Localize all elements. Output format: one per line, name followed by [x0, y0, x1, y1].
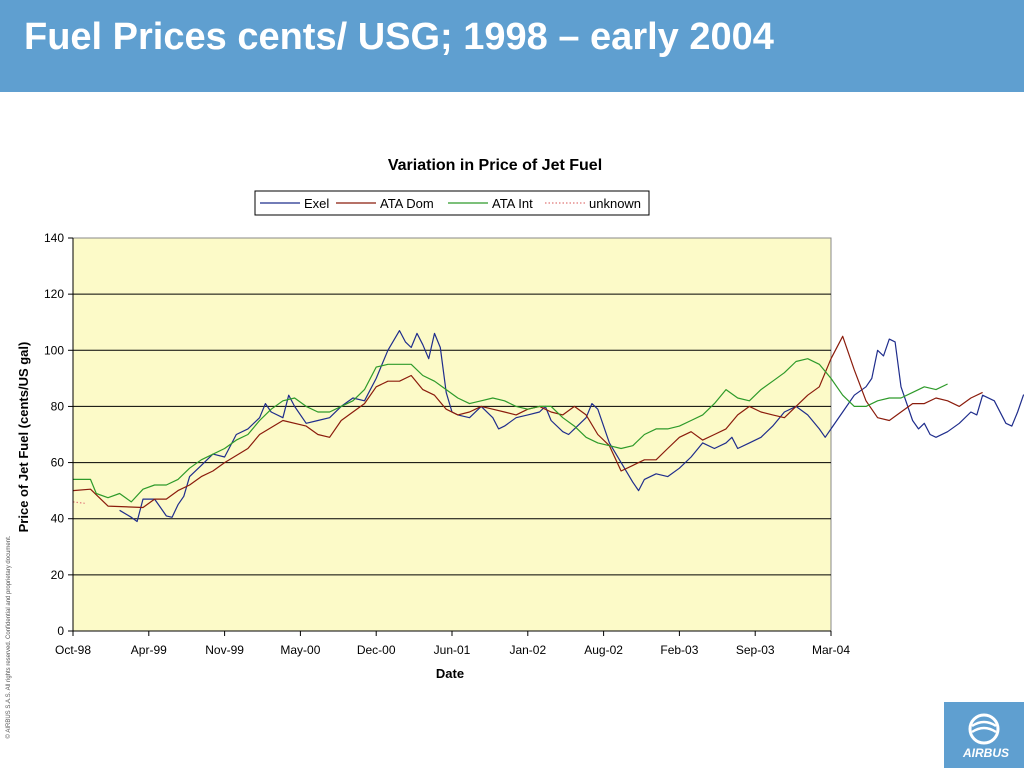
- y-tick-label: 0: [57, 624, 64, 638]
- plot-area: [72, 237, 832, 632]
- header-bar: [0, 0, 1024, 92]
- y-tick-label: 140: [44, 231, 64, 245]
- legend-label: ATA Int: [492, 196, 533, 211]
- x-tick-label: Jan-02: [509, 643, 546, 657]
- y-tick-label: 20: [51, 568, 65, 582]
- legend-box: [254, 190, 650, 216]
- y-tick-label: 80: [51, 399, 65, 413]
- copyright-text: © AIRBUS S.A.S. All rights reserved. Con…: [6, 535, 12, 739]
- series-line-exel: [119, 330, 1024, 523]
- x-axis-label: Date: [436, 666, 464, 681]
- x-tick-label: Feb-03: [660, 643, 698, 657]
- series-line-ata-dom: [72, 335, 983, 509]
- y-tick-label: 60: [51, 456, 65, 470]
- y-tick-label: 100: [44, 343, 64, 357]
- x-tick-label: Apr-99: [131, 643, 167, 657]
- x-tick-label: Jun-01: [434, 643, 471, 657]
- x-tick-label: Oct-98: [55, 643, 91, 657]
- y-axis-label: Price of Jet Fuel (cents/US gal): [16, 342, 31, 533]
- x-tick-label: Aug-02: [584, 643, 623, 657]
- x-tick-label: May-00: [280, 643, 320, 657]
- legend-label: ATA Dom: [380, 196, 434, 211]
- airbus-logo-text: AIRBUS: [962, 746, 1009, 760]
- copyright-notice: © AIRBUS S.A.S. All rights reserved. Con…: [3, 520, 15, 760]
- x-tick-label: Nov-99: [205, 643, 244, 657]
- airbus-logo-panel: [944, 702, 1024, 768]
- airbus-logo-icon: [968, 713, 1000, 745]
- y-tick-label: 120: [44, 287, 64, 301]
- legend-label: Exel: [304, 196, 329, 211]
- y-tick-label: 40: [51, 512, 65, 526]
- page-title: Fuel Prices cents/ USG; 1998 – early 200…: [24, 16, 774, 58]
- x-tick-label: Mar-04: [812, 643, 850, 657]
- x-tick-label: Dec-00: [357, 643, 396, 657]
- x-tick-label: Sep-03: [736, 643, 775, 657]
- legend: Exel ATA Dom ATA Int unknown: [254, 190, 650, 216]
- legend-label: unknown: [589, 196, 641, 211]
- series-line-ata-int: [73, 358, 948, 503]
- chart-title: Variation in Price of Jet Fuel: [388, 157, 602, 174]
